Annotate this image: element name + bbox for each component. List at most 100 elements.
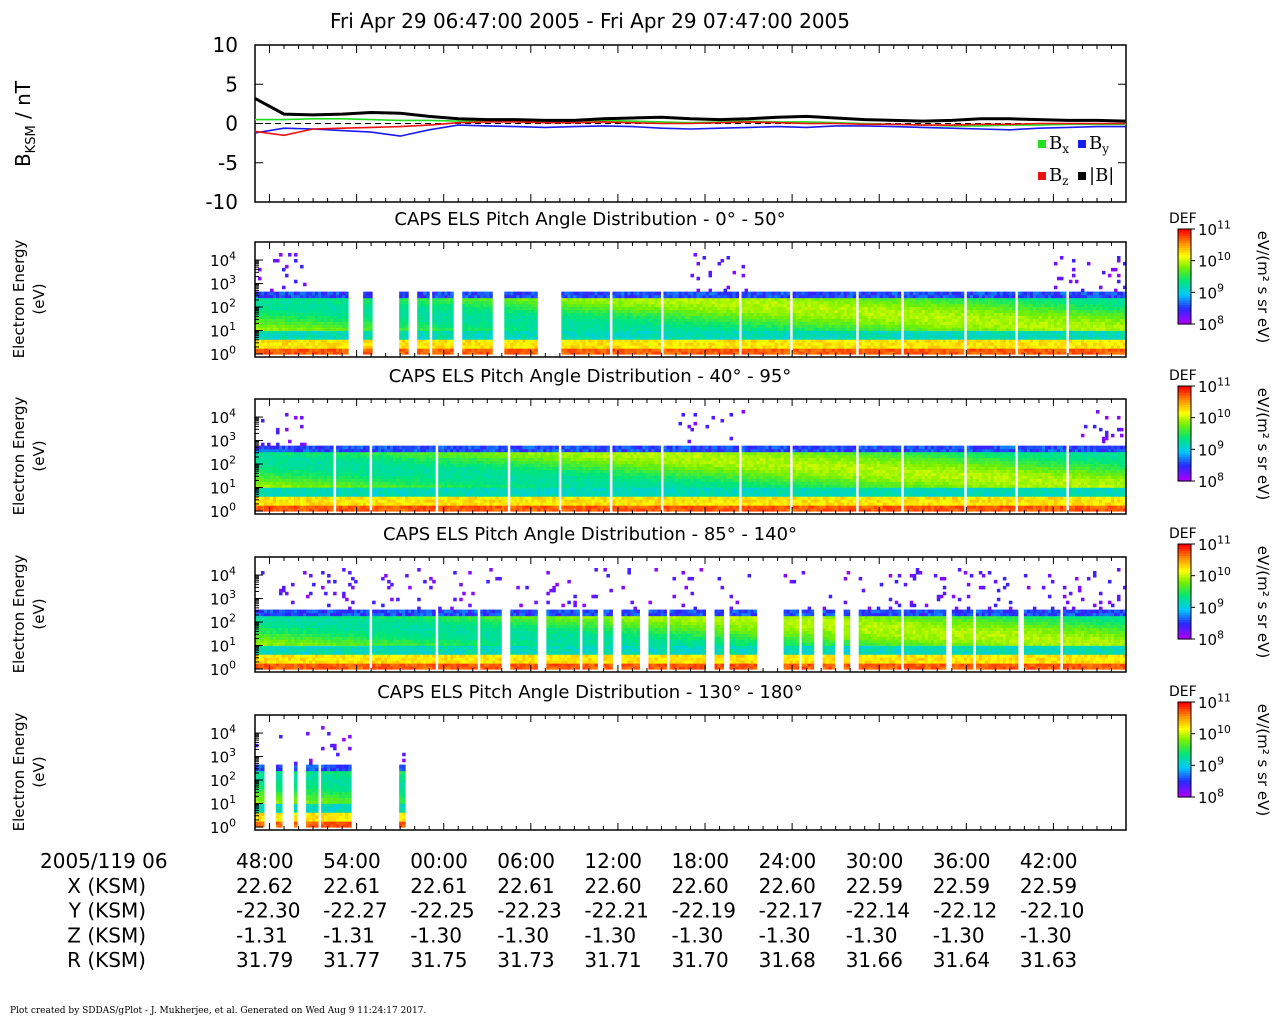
spectrogram-cell — [994, 292, 998, 296]
spectrogram-cell — [318, 292, 322, 296]
spectrogram-cell — [904, 292, 908, 296]
spectrogram-cell — [579, 292, 583, 296]
spectrogram-cell — [465, 292, 469, 296]
spectrogram-title: CAPS ELS Pitch Angle Distribution - 0° -… — [394, 209, 785, 230]
spectrogram-cell — [438, 292, 442, 296]
spectrogram-cell — [721, 292, 725, 296]
spectrogram-cell — [925, 292, 929, 296]
spectrogram-cell — [877, 292, 881, 296]
spectrogram-cell — [669, 292, 673, 296]
spectrogram-cell — [895, 292, 899, 296]
spectrogram-cell — [513, 292, 517, 296]
spectrogram-cell — [748, 292, 752, 296]
spectrogram-cell — [603, 292, 607, 296]
spectrogram-cell — [892, 292, 896, 296]
spectrogram-cell — [853, 292, 857, 296]
spectrogram-cell — [742, 292, 746, 296]
spectrogram-cell — [718, 292, 722, 296]
spectrogram-cell — [1006, 292, 1010, 296]
spectrogram-cell — [279, 253, 283, 257]
spectrogram-cell — [721, 259, 725, 263]
spectrogram-cell — [1057, 277, 1061, 281]
spectrogram-cell — [781, 292, 785, 296]
spectrogram-cell — [1009, 292, 1013, 296]
spectrogram-cell — [258, 277, 262, 281]
spectrogram-cell — [946, 292, 950, 296]
spectrogram-cell — [585, 292, 589, 296]
spectrogram-cell — [288, 292, 292, 296]
spectrogram-cell — [757, 292, 761, 296]
spectrogram-cell — [303, 292, 307, 296]
spectrogram-cell — [339, 292, 343, 296]
spectrogram-cell — [480, 292, 484, 296]
spectrogram-cell — [865, 292, 869, 296]
spectrogram-cell — [709, 271, 713, 275]
spectrogram-cell — [294, 292, 298, 296]
mag-ytick-label: -5 — [218, 151, 238, 175]
spectrogram-cell — [823, 292, 827, 296]
mag-ytick-label: -10 — [205, 190, 238, 214]
spectrogram-cell — [847, 292, 851, 296]
spectrogram-cell — [363, 292, 367, 296]
spectrogram-cell — [366, 292, 370, 296]
spectrogram-cell — [997, 292, 1001, 296]
spectrogram-cell — [889, 292, 893, 296]
spectrogram-cell — [733, 292, 737, 296]
spectrogram-cell — [621, 292, 625, 296]
spectrogram-cell — [724, 289, 728, 293]
spectrogram-cell — [1054, 286, 1058, 290]
spectrogram-cell — [504, 292, 508, 296]
spectrogram-cell — [712, 292, 716, 296]
spectrogram-cell — [684, 292, 688, 296]
spectrogram-cell — [534, 292, 538, 296]
spectrogram-cell — [564, 292, 568, 296]
spectrogram-cell — [471, 292, 475, 296]
spectrogram-cell — [1000, 292, 1004, 296]
spectrogram-cell — [1012, 292, 1016, 296]
spectrogram-cell — [309, 292, 313, 296]
spectrogram-cell — [1042, 292, 1046, 296]
spectrogram-cell — [615, 292, 619, 296]
spectrogram-cell — [700, 292, 704, 296]
spectrogram-cell — [838, 292, 842, 296]
spectrogram-cell — [961, 292, 965, 296]
spectrogram-cell — [294, 280, 298, 284]
spectrogram-cell — [627, 292, 631, 296]
spectrogram-cell — [561, 292, 565, 296]
spectrogram-cell — [955, 292, 959, 296]
spectrogram-cell — [300, 292, 304, 296]
spectrogram-cell — [787, 292, 791, 296]
spectrogram-cell — [793, 292, 797, 296]
spectrogram-cell — [763, 292, 767, 296]
spectrogram-cell — [606, 292, 610, 296]
spectrogram-cell — [276, 292, 280, 296]
spectrogram-cell — [279, 292, 283, 296]
spectrogram-cell — [1060, 292, 1064, 296]
spectrogram-cell — [273, 292, 277, 296]
spectrogram-cell — [522, 292, 526, 296]
spectrogram-cell — [730, 292, 734, 296]
spectrogram-cell — [282, 268, 286, 272]
spectrogram-cell — [1036, 292, 1040, 296]
spectrogram-cell — [805, 292, 809, 296]
spectrogram-cell — [979, 292, 983, 296]
spectrogram-cell — [657, 292, 661, 296]
spectrogram-cell — [417, 292, 421, 296]
spectrogram-cell — [1033, 292, 1037, 296]
spectrogram-cell — [270, 289, 274, 293]
spectrogram-cell — [369, 292, 373, 296]
spectrogram-cell — [447, 292, 451, 296]
spectrogram-cell — [300, 265, 304, 269]
spectrogram-cell — [694, 253, 698, 257]
spectrogram-cell — [868, 292, 872, 296]
spectrogram-cell — [952, 292, 956, 296]
spectrogram-cell — [778, 292, 782, 296]
spectrogram-cell — [706, 292, 710, 296]
spectrogram-cell — [330, 292, 334, 296]
spectrogram-cell — [312, 292, 316, 296]
spectrogram-cell — [285, 265, 289, 269]
spectrogram-cell — [931, 292, 935, 296]
spectrogram-cell — [973, 292, 977, 296]
legend-swatch — [1078, 172, 1086, 180]
spectrogram-cell — [528, 292, 532, 296]
